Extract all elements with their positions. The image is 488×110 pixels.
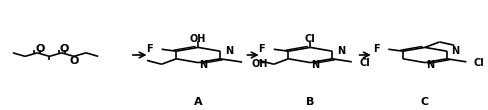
Text: N: N (310, 60, 319, 70)
Text: F: F (146, 44, 153, 54)
Text: N: N (425, 60, 433, 70)
Text: O: O (69, 56, 79, 66)
Text: C: C (420, 97, 428, 107)
Text: F: F (258, 44, 264, 54)
Text: Cl: Cl (358, 58, 369, 68)
Text: O: O (59, 44, 69, 54)
Text: OH: OH (251, 59, 267, 69)
Text: OH: OH (190, 34, 206, 44)
Text: F: F (372, 44, 379, 54)
Text: B: B (305, 97, 314, 107)
Text: A: A (193, 97, 202, 107)
Text: N: N (199, 60, 207, 70)
Text: O: O (35, 44, 44, 54)
Text: N: N (450, 46, 459, 56)
Text: N: N (336, 46, 345, 56)
Text: N: N (224, 46, 232, 56)
Text: Cl: Cl (305, 34, 315, 44)
Text: Cl: Cl (473, 58, 484, 68)
